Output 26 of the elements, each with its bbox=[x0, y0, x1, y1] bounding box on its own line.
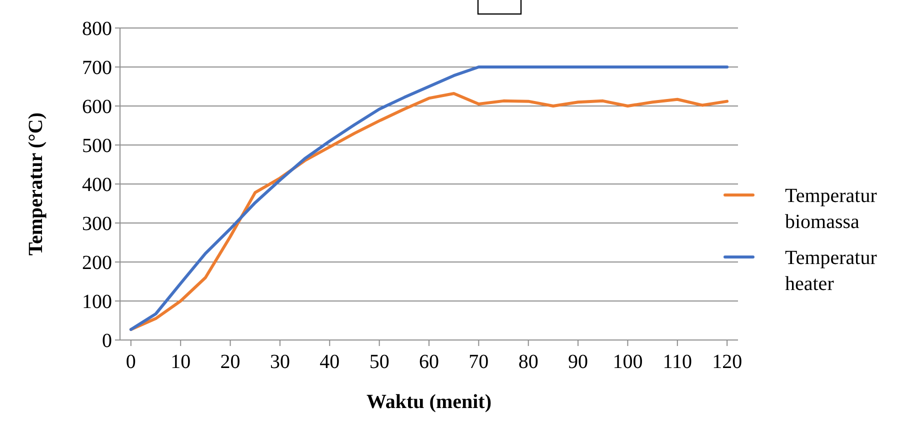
x-tick-label: 120 bbox=[712, 351, 742, 373]
legend-label: Temperatur heater bbox=[785, 247, 878, 295]
x-tick-label: 0 bbox=[126, 351, 136, 373]
legend-label: Temperatur biomassa bbox=[785, 185, 878, 233]
x-tick-label: 70 bbox=[468, 351, 489, 373]
y-tick-label: 100 bbox=[82, 291, 112, 313]
x-tick-label: 100 bbox=[612, 351, 643, 373]
x-tick-label: 90 bbox=[568, 351, 588, 373]
y-tick-label: 500 bbox=[82, 135, 112, 157]
y-axis-title: Temperatur (°C) bbox=[25, 112, 47, 256]
y-tick-label: 400 bbox=[82, 174, 112, 196]
x-tick-label: 40 bbox=[320, 351, 340, 373]
y-tick-label: 600 bbox=[82, 96, 112, 118]
y-tick-label: 700 bbox=[82, 57, 112, 79]
y-tick-label: 300 bbox=[82, 213, 112, 235]
y-tick-label: 200 bbox=[82, 252, 112, 274]
x-tick-label: 20 bbox=[220, 351, 240, 373]
x-tick-label: 110 bbox=[662, 351, 692, 373]
x-tick-label: 50 bbox=[369, 351, 390, 373]
x-tick-label: 60 bbox=[419, 351, 439, 373]
x-tick-label: 10 bbox=[170, 351, 191, 373]
y-tick-label: 800 bbox=[82, 18, 112, 40]
x-axis-title: Waktu (menit) bbox=[366, 391, 492, 413]
x-tick-label: 30 bbox=[270, 351, 290, 373]
x-tick-label: 80 bbox=[518, 351, 538, 373]
y-tick-label: 0 bbox=[102, 330, 112, 352]
